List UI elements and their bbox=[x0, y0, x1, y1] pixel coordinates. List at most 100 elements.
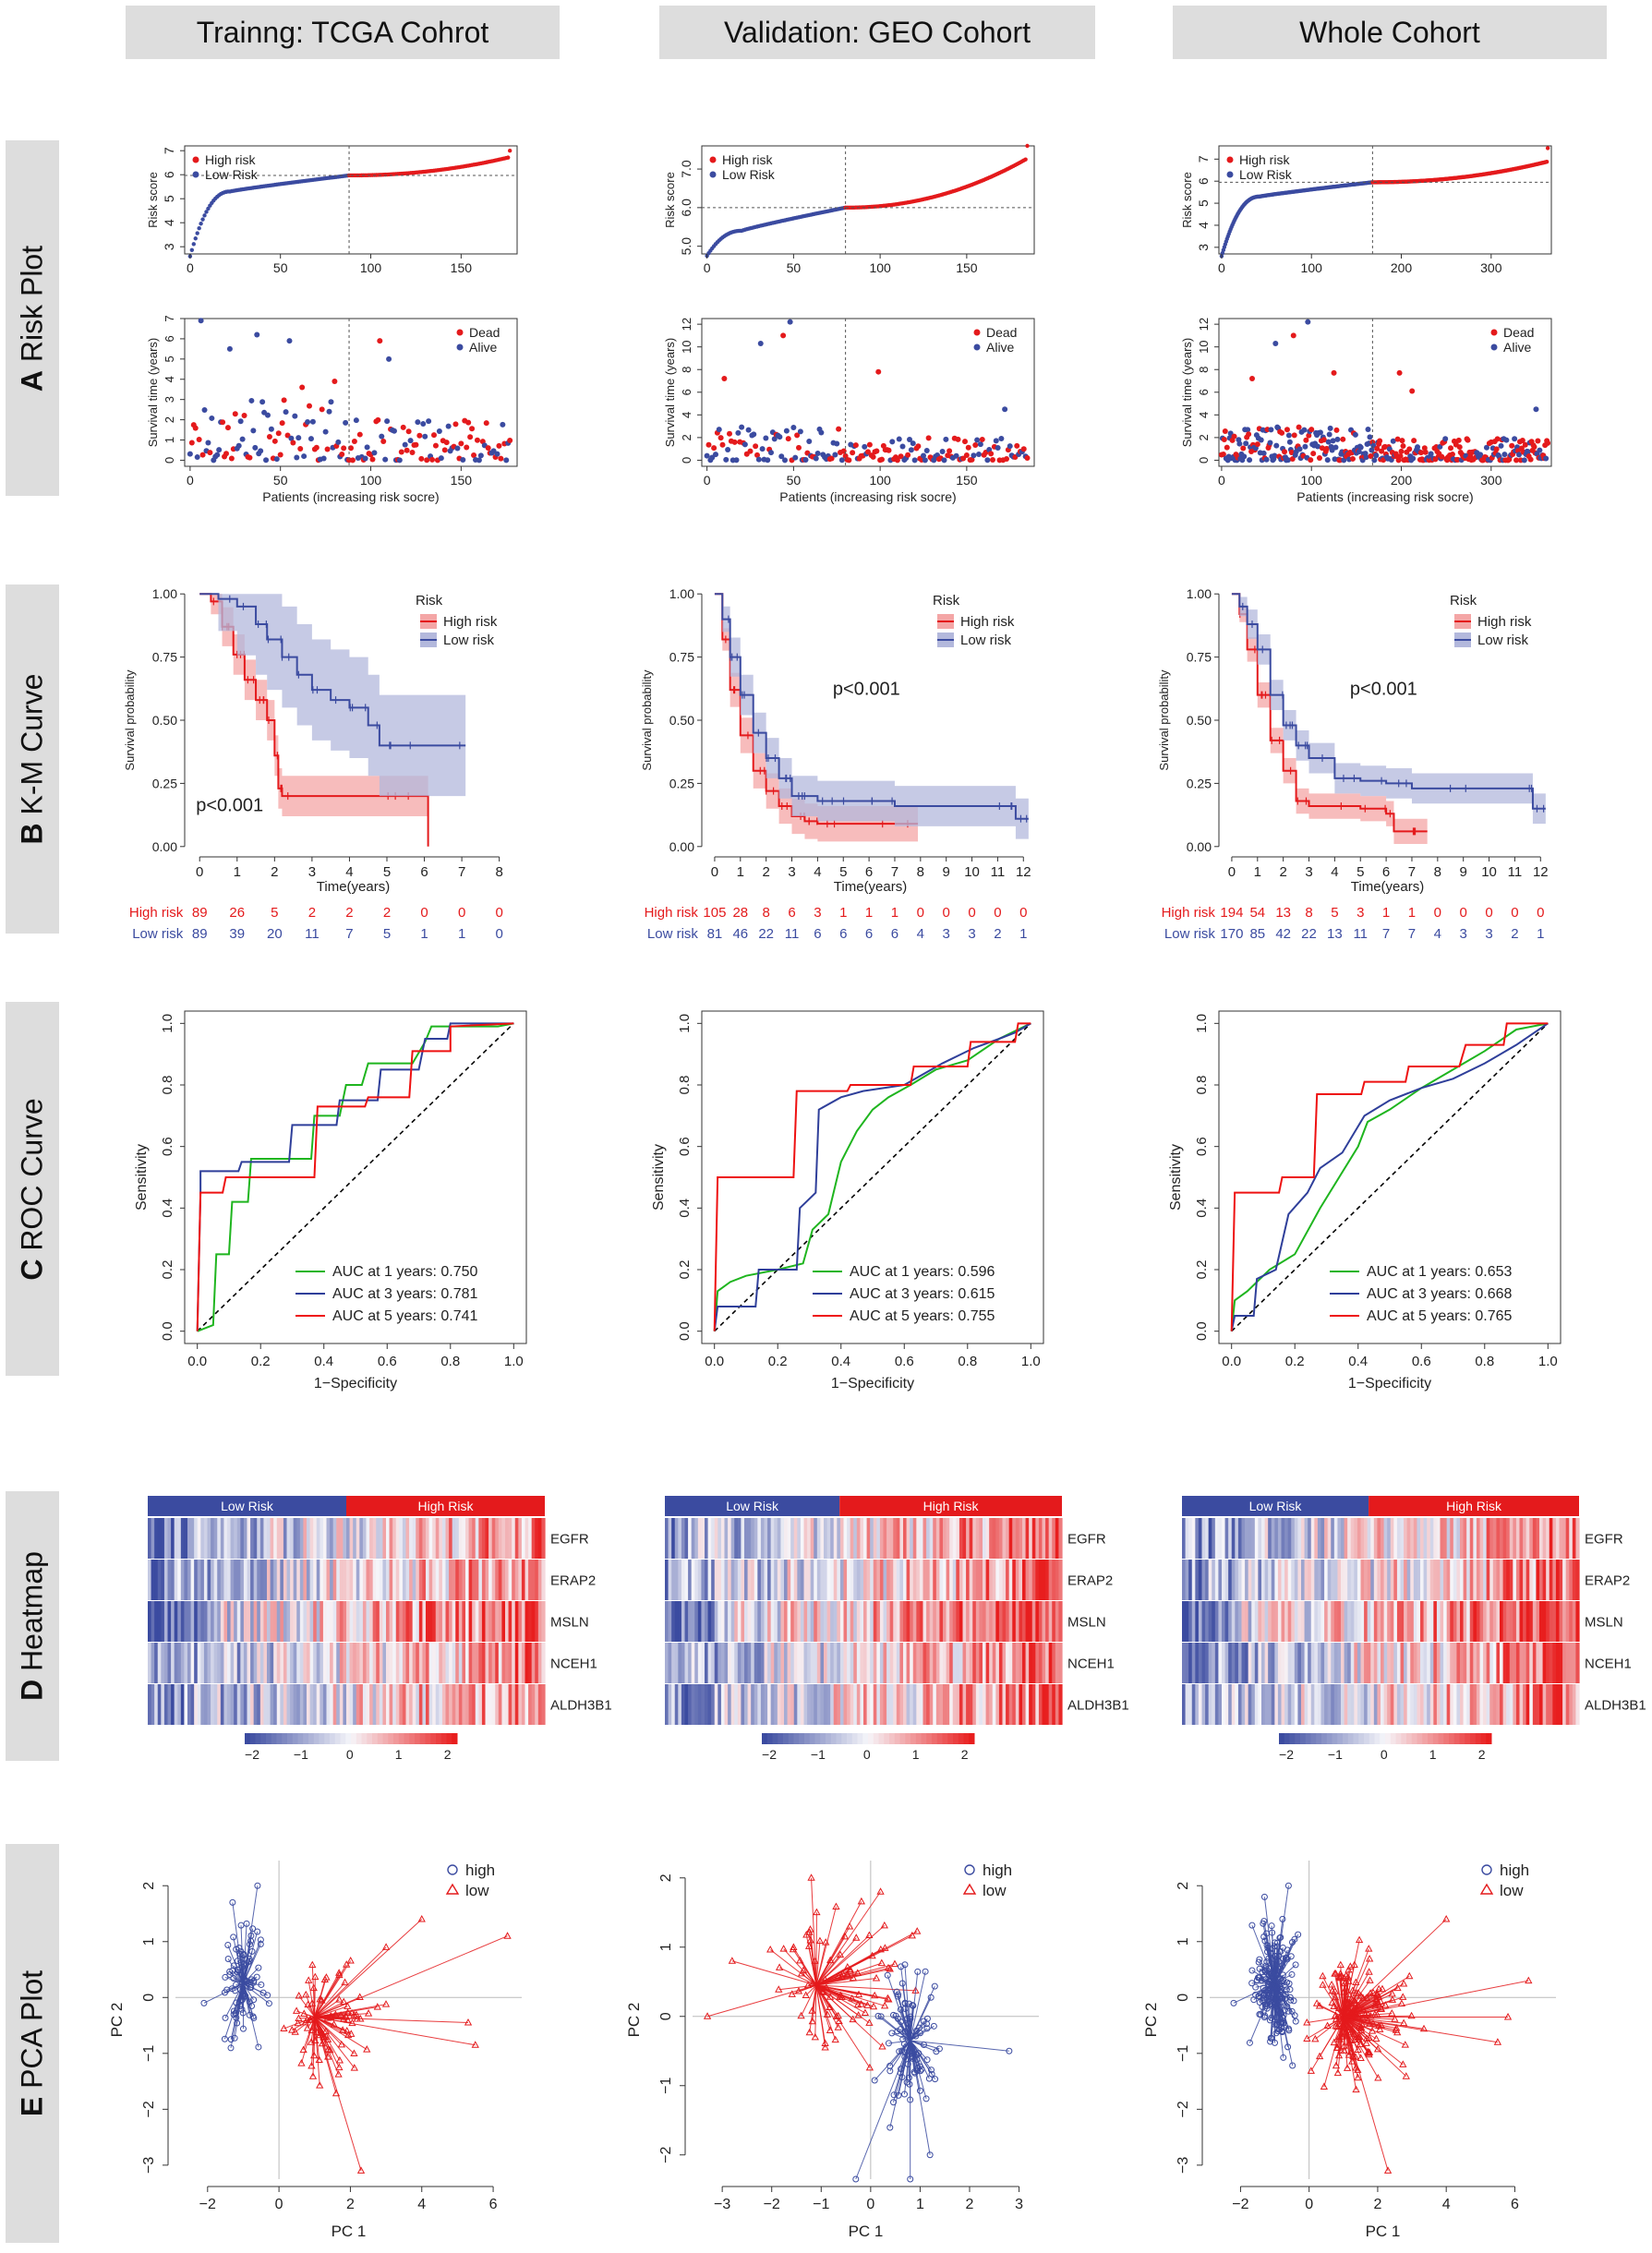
heatmap-cell bbox=[270, 1643, 274, 1683]
pca-point-low bbox=[908, 1931, 916, 1939]
survival-ytick-label: 6 bbox=[163, 335, 176, 342]
roc-panel-whole: 0.00.20.40.60.81.00.0 0.2 0.4 0.6 0.8 1.01−Sp… bbox=[1168, 1010, 1562, 1392]
heatmap-cell bbox=[392, 1643, 397, 1683]
survival-point-alive bbox=[907, 436, 912, 442]
km-risktable-value: 0 bbox=[994, 905, 1001, 921]
heatmap-cell bbox=[803, 1560, 808, 1600]
heatmap-cell bbox=[1185, 1684, 1189, 1725]
heatmap-cell bbox=[1038, 1643, 1043, 1683]
heatmap-cell bbox=[873, 1643, 877, 1683]
heatmap-cell bbox=[1327, 1684, 1332, 1725]
heatmap-cell bbox=[816, 1560, 822, 1600]
risk-ytick-label: 5 bbox=[1196, 199, 1211, 207]
km-risktable-value: 0 bbox=[1019, 905, 1027, 921]
pca-spoke-low bbox=[314, 1999, 321, 2018]
heatmap-cell bbox=[856, 1518, 862, 1559]
heatmap-cell bbox=[1331, 1601, 1335, 1642]
heatmap-cell bbox=[362, 1560, 368, 1600]
pca-spoke-low bbox=[314, 2017, 320, 2086]
heatmap-cell bbox=[790, 1643, 795, 1683]
km-curve-low bbox=[714, 593, 1029, 820]
pca-point-high bbox=[221, 2035, 228, 2042]
survival-point-alive bbox=[295, 435, 302, 441]
heatmap-cell bbox=[187, 1560, 192, 1600]
heatmap-cell bbox=[1364, 1601, 1369, 1642]
heatmap-cell bbox=[267, 1560, 271, 1600]
survival-point-dead bbox=[431, 432, 437, 439]
heatmap-cell bbox=[1341, 1601, 1345, 1642]
survival-point-alive bbox=[768, 450, 774, 456]
risk-xtick-label: 100 bbox=[360, 260, 382, 275]
heatmap-cell bbox=[211, 1684, 215, 1725]
heatmap-cell bbox=[814, 1601, 818, 1642]
heatmap-cell bbox=[180, 1684, 186, 1725]
heatmap-cell bbox=[389, 1518, 393, 1559]
risk-score-point bbox=[1023, 157, 1028, 162]
heatmap-cell bbox=[883, 1643, 887, 1683]
survival-point-dead bbox=[1421, 445, 1428, 452]
heatmap-panel-geo: Low Risk High RiskEGFRERAP2MSLNNCEH1ALDH3… bbox=[665, 1496, 1129, 1762]
heatmap-cell bbox=[267, 1684, 271, 1725]
row-label-pca-plot: PCA Plot bbox=[15, 1970, 49, 2089]
heatmap-cell bbox=[1523, 1601, 1527, 1642]
pca-spoke-high bbox=[230, 1983, 244, 2049]
pca-point-low bbox=[295, 2014, 303, 2022]
km-legend-label-high: High risk bbox=[960, 614, 1015, 630]
heatmap-cell bbox=[1410, 1560, 1415, 1600]
heatmap-cell bbox=[541, 1560, 546, 1600]
pca-point-low bbox=[878, 2042, 886, 2050]
km-risktable-value: 7 bbox=[1382, 926, 1390, 942]
heatmap-cell bbox=[1529, 1684, 1534, 1725]
pca-xlabel: PC 1 bbox=[849, 2223, 884, 2240]
survival-point-alive bbox=[301, 453, 307, 460]
heatmap-cell bbox=[860, 1684, 864, 1725]
km-xtick-label: 0 bbox=[711, 864, 718, 880]
survival-point-alive bbox=[1498, 442, 1504, 449]
heatmap-cell bbox=[814, 1518, 818, 1559]
heatmap-cell bbox=[678, 1518, 682, 1559]
heatmap-cell bbox=[1519, 1560, 1524, 1600]
survival-point-alive bbox=[379, 433, 385, 440]
heatmap-cell bbox=[1446, 1684, 1451, 1725]
heatmap-cell bbox=[1572, 1518, 1577, 1559]
heatmap-cell bbox=[803, 1601, 808, 1642]
heatmap-gene-label: EGFR bbox=[550, 1532, 589, 1548]
heatmap-cell bbox=[720, 1643, 726, 1683]
heatmap-cell bbox=[697, 1518, 703, 1559]
km-risktable-value: 4 bbox=[1434, 926, 1441, 942]
heatmap-cell bbox=[1496, 1601, 1501, 1642]
survival-point-dead bbox=[719, 441, 726, 448]
heatmap-cell bbox=[916, 1643, 921, 1683]
pca-point-low bbox=[335, 1969, 344, 1976]
colorbar-segment bbox=[419, 1733, 426, 1744]
heatmap-cell bbox=[1381, 1684, 1385, 1725]
risk-ytick-label: 3 bbox=[1196, 244, 1211, 251]
heatmap-cell bbox=[353, 1643, 357, 1683]
heatmap-cell bbox=[1413, 1643, 1418, 1683]
heatmap-cell bbox=[1417, 1643, 1421, 1683]
heatmap-cell bbox=[346, 1601, 351, 1642]
heatmap-cell bbox=[1324, 1560, 1329, 1600]
km-risktable-value: 81 bbox=[707, 926, 723, 942]
survival-point-alive bbox=[742, 441, 748, 448]
heatmap-cell bbox=[1341, 1518, 1345, 1559]
heatmap-cell bbox=[508, 1518, 512, 1559]
heatmap-cell bbox=[1410, 1518, 1415, 1559]
heatmap-cell bbox=[518, 1643, 523, 1683]
heatmap-cell bbox=[770, 1560, 775, 1600]
heatmap-cell bbox=[154, 1518, 159, 1559]
pca-spoke-high bbox=[910, 2040, 931, 2155]
heatmap-cell bbox=[992, 1684, 996, 1725]
pca-point-high bbox=[249, 1925, 257, 1933]
heatmap-cell bbox=[1012, 1560, 1017, 1600]
survival-point-dead bbox=[483, 420, 489, 427]
heatmap-cell bbox=[372, 1560, 377, 1600]
heatmap-cell bbox=[211, 1643, 215, 1683]
heatmap-cell bbox=[475, 1684, 479, 1725]
risk-ytick-label: 7 bbox=[1196, 155, 1211, 163]
heatmap-cell bbox=[1476, 1643, 1481, 1683]
heatmap-cell bbox=[1492, 1684, 1498, 1725]
heatmap-cell bbox=[728, 1684, 732, 1725]
risk-ytick-label: 3 bbox=[162, 243, 176, 250]
heatmap-cell bbox=[1469, 1643, 1474, 1683]
